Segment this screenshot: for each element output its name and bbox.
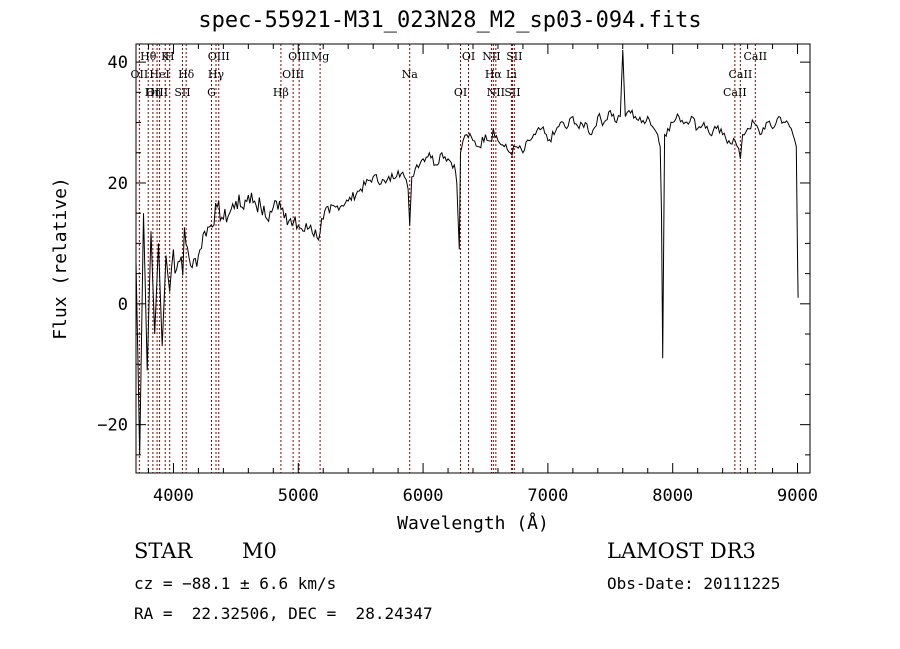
line-label: Hβ bbox=[273, 86, 289, 99]
line-label: Mg bbox=[311, 50, 329, 63]
line-label: OIII bbox=[146, 86, 168, 99]
line-label: CaII bbox=[743, 50, 767, 63]
observation-date: Obs-Date: 20111225 bbox=[607, 574, 781, 593]
line-label: Li bbox=[506, 68, 517, 81]
object-subclass: M0 bbox=[242, 539, 277, 563]
line-label: Hγ bbox=[208, 68, 225, 81]
line-label: OII bbox=[131, 68, 149, 81]
y-tick-label: 20 bbox=[108, 174, 128, 194]
line-label: OIII bbox=[288, 50, 310, 63]
line-label: CaII bbox=[729, 68, 753, 81]
line-label: OI bbox=[462, 50, 475, 63]
line-label: Hα bbox=[485, 68, 503, 81]
line-label: OIII bbox=[282, 68, 304, 81]
redshift-velocity: cz = −88.1 ± 6.6 km/s bbox=[134, 574, 337, 593]
object-class: STAR bbox=[134, 539, 193, 563]
spectrum-series bbox=[135, 49, 799, 455]
x-tick-label: 6000 bbox=[403, 486, 444, 506]
x-tick-label: 9000 bbox=[777, 486, 818, 506]
line-label: SII bbox=[174, 86, 190, 99]
plot-frame bbox=[135, 43, 811, 474]
line-label: SII bbox=[506, 50, 522, 63]
chart-title: spec-55921-M31_023N28_M2_sp03-094.fits bbox=[198, 8, 702, 33]
line-label: Hδ bbox=[178, 68, 195, 81]
line-label: NII bbox=[482, 50, 500, 63]
line-label: NII bbox=[487, 86, 505, 99]
line-label: OI bbox=[454, 86, 467, 99]
emission-line-labels: Hθ OII OIII K HeI Hη HHδ SII OIII Hγ G OIII OIII Hβ Mg… bbox=[131, 50, 768, 99]
line-label: Hη bbox=[145, 86, 161, 99]
y-tick-label: 0 bbox=[118, 295, 128, 315]
y-tick-label: 40 bbox=[108, 53, 128, 73]
y-tick-label: −20 bbox=[97, 416, 128, 436]
sky-coordinates: RA = 22.32506, DEC = 28.24347 bbox=[134, 604, 433, 623]
line-label: CaII bbox=[723, 86, 747, 99]
x-tick-label: 4000 bbox=[153, 486, 194, 506]
line-label: HeI bbox=[149, 68, 169, 81]
axis-ticks: 4000 5000 6000 7000 8000 9000 −20 0 20 40 bbox=[97, 44, 818, 506]
line-label: Hθ bbox=[140, 50, 157, 63]
x-tick-label: 8000 bbox=[652, 486, 693, 506]
x-axis-label: Wavelength (Å) bbox=[397, 512, 549, 534]
line-label: Na bbox=[402, 68, 419, 81]
line-label: G bbox=[207, 86, 216, 99]
x-tick-label: 7000 bbox=[527, 486, 568, 506]
survey-name: LAMOST DR3 bbox=[607, 539, 756, 563]
line-label: SII bbox=[504, 86, 520, 99]
line-label: OIII bbox=[208, 50, 230, 63]
line-label: K bbox=[161, 50, 170, 63]
emission-line-markers bbox=[138, 44, 756, 473]
line-label: H bbox=[165, 50, 175, 63]
y-axis-label: Flux (relative) bbox=[50, 177, 71, 340]
x-tick-label: 5000 bbox=[278, 486, 319, 506]
